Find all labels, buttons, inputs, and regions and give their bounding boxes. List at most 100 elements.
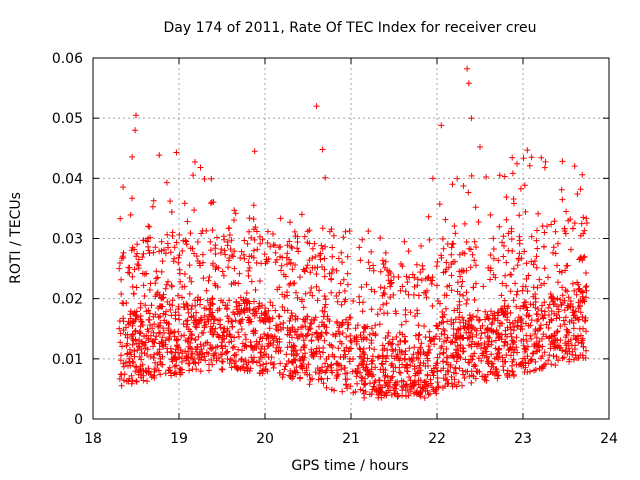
data-point <box>279 304 286 310</box>
data-point <box>541 229 548 236</box>
data-point <box>563 326 570 333</box>
data-point <box>366 331 373 338</box>
data-point <box>401 339 408 345</box>
data-point <box>380 261 387 267</box>
data-point <box>164 231 171 238</box>
data-point <box>200 259 206 266</box>
data-point <box>159 353 166 360</box>
data-point <box>505 247 512 254</box>
data-point <box>547 345 554 352</box>
data-point <box>168 209 175 215</box>
data-point <box>323 330 330 337</box>
data-point <box>369 357 376 364</box>
data-point <box>132 327 139 334</box>
data-point <box>452 339 458 346</box>
data-point <box>313 329 320 336</box>
data-point <box>570 325 577 332</box>
data-point <box>289 245 295 251</box>
data-point <box>533 264 540 271</box>
data-point <box>529 350 536 357</box>
data-point <box>434 360 441 367</box>
data-point <box>425 343 432 350</box>
data-point <box>186 367 193 374</box>
data-point <box>343 344 350 351</box>
data-point <box>326 270 333 277</box>
data-point <box>509 358 516 365</box>
data-point <box>473 331 480 338</box>
data-point <box>483 348 490 355</box>
data-point <box>145 223 152 230</box>
data-point <box>175 292 181 299</box>
data-point <box>183 238 190 245</box>
data-point <box>508 352 514 359</box>
data-point <box>502 311 509 318</box>
data-point <box>563 332 570 339</box>
data-point <box>136 353 143 360</box>
data-point <box>491 310 498 317</box>
data-point <box>405 392 412 399</box>
data-point <box>324 375 331 382</box>
data-point <box>445 368 452 375</box>
data-point <box>484 311 491 318</box>
data-point <box>134 347 141 354</box>
data-point <box>221 247 228 254</box>
data-point <box>246 215 253 222</box>
data-point <box>119 300 126 306</box>
data-point <box>472 204 479 211</box>
data-point <box>472 280 479 287</box>
data-point <box>428 281 435 287</box>
data-point <box>169 302 176 309</box>
data-point <box>219 345 226 352</box>
data-point <box>528 154 535 161</box>
data-point <box>309 292 316 299</box>
data-point <box>307 320 314 327</box>
data-point <box>582 314 589 321</box>
data-point <box>306 227 313 234</box>
data-point <box>354 370 361 377</box>
data-point <box>555 342 562 349</box>
data-point <box>562 267 569 274</box>
data-point <box>288 310 295 317</box>
data-point <box>208 357 215 363</box>
y-axis-ticks: 0 0.01 0.02 0.03 0.04 0.05 0.06 <box>52 51 609 428</box>
data-point <box>292 347 299 354</box>
data-point <box>371 379 378 386</box>
data-point <box>500 233 507 240</box>
data-point <box>583 294 589 301</box>
data-point <box>318 375 325 382</box>
data-point <box>131 290 137 297</box>
data-point <box>270 337 277 344</box>
data-point <box>570 312 577 319</box>
data-point <box>520 342 527 349</box>
data-point <box>346 358 353 365</box>
data-point <box>237 308 244 315</box>
data-point <box>302 350 308 357</box>
data-point <box>329 344 336 351</box>
data-point <box>183 241 190 248</box>
data-point <box>212 325 219 332</box>
data-point <box>128 372 135 379</box>
data-point <box>129 377 136 384</box>
data-point <box>407 362 414 369</box>
data-point <box>418 277 425 284</box>
data-point <box>284 307 291 314</box>
data-point <box>228 237 235 244</box>
data-point <box>522 283 529 290</box>
data-point <box>278 267 284 274</box>
data-point <box>465 342 472 349</box>
data-point <box>583 347 589 354</box>
data-point <box>210 320 217 327</box>
data-point <box>541 164 548 171</box>
data-point <box>561 297 568 304</box>
data-point <box>279 291 286 298</box>
data-point <box>575 355 582 361</box>
data-point <box>500 253 507 260</box>
data-point <box>473 314 480 321</box>
data-point <box>326 318 333 325</box>
data-point <box>173 371 180 378</box>
data-point <box>548 361 555 368</box>
data-point <box>399 361 406 368</box>
data-point <box>416 364 423 371</box>
data-point <box>548 221 555 228</box>
data-point <box>236 270 243 277</box>
